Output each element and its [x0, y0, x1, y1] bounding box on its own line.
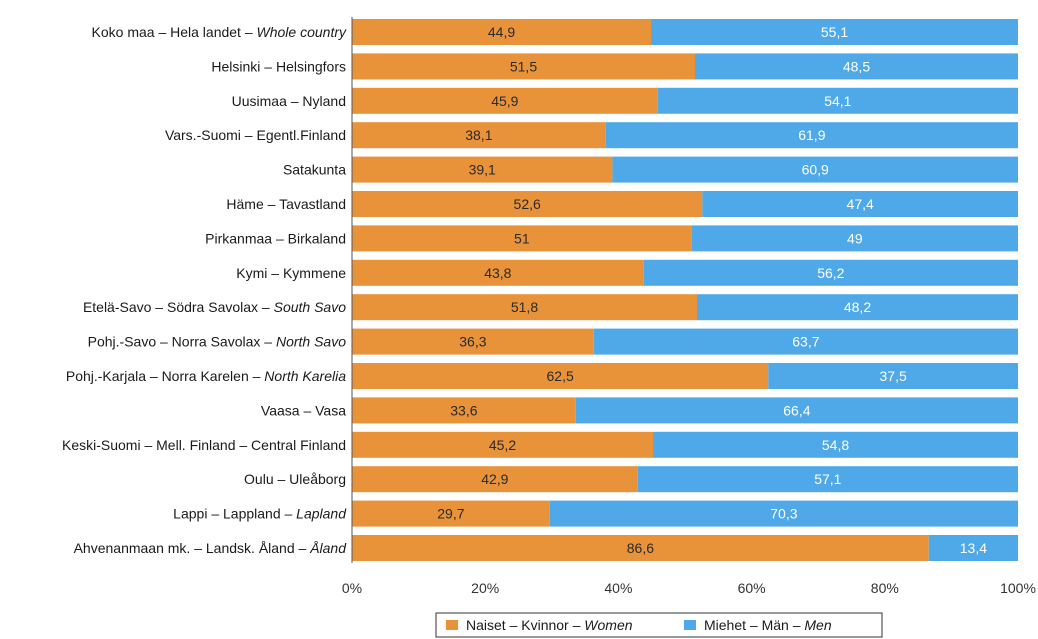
data-label-women: 44,9	[488, 24, 515, 40]
bar-women	[352, 328, 594, 355]
data-label-women: 52,6	[514, 196, 541, 212]
data-label-women: 45,2	[489, 437, 516, 453]
data-label-women: 45,9	[491, 93, 518, 109]
data-label-men: 47,4	[847, 196, 874, 212]
data-label-men: 57,1	[814, 471, 841, 487]
data-label-women: 36,3	[459, 334, 486, 350]
category-label: Ahvenanmaan mk. – Landsk. Åland – Åland	[74, 540, 348, 556]
data-label-women: 33,6	[450, 402, 477, 418]
data-label-men: 54,8	[822, 437, 849, 453]
bar-men	[612, 156, 1018, 183]
data-label-women: 51	[514, 230, 530, 246]
bar-women	[352, 156, 613, 183]
category-label: Kymi – Kymmene	[236, 265, 346, 281]
data-label-women: 42,9	[481, 471, 508, 487]
bar-men	[643, 259, 1018, 286]
category-label: Etelä-Savo – Södra Savolax – South Savo	[83, 299, 346, 315]
bar-men	[702, 191, 1018, 217]
data-label-women: 29,7	[437, 506, 464, 522]
x-tick-label: 60%	[738, 580, 766, 596]
data-label-men: 48,5	[843, 58, 870, 74]
category-label: Pohj.-Savo – Norra Savolax – North Savo	[88, 334, 347, 350]
data-label-men: 37,5	[880, 368, 907, 384]
legend-swatch-men	[684, 620, 696, 630]
data-label-women: 86,6	[627, 540, 654, 556]
legend-box	[435, 612, 883, 638]
bar-women	[352, 397, 576, 424]
bar-men	[696, 294, 1018, 321]
bar-women	[352, 225, 692, 252]
data-label-men: 56,2	[817, 265, 844, 281]
bar-men	[657, 87, 1018, 114]
bar-men	[593, 328, 1018, 355]
data-label-men: 63,7	[792, 334, 819, 350]
bar-men	[768, 363, 1018, 389]
bar-women	[352, 122, 606, 149]
category-label: Satakunta	[283, 162, 346, 178]
data-label-women: 43,8	[484, 265, 511, 281]
bar-women	[352, 191, 703, 217]
category-label: Helsinki – Helsingfors	[211, 58, 346, 74]
data-label-men: 48,2	[844, 299, 871, 315]
legend-label-men: Miehet – Män – Men	[704, 617, 832, 633]
category-label: Vars.-Suomi – Egentl.Finland	[165, 127, 346, 143]
category-label: Keski-Suomi – Mell. Finland – Central Fi…	[62, 437, 346, 453]
bar-men	[637, 466, 1018, 493]
bar-women	[352, 19, 652, 45]
bar-men	[694, 53, 1018, 80]
bar-men	[653, 431, 1018, 458]
bar-women	[352, 500, 550, 527]
bar-men	[605, 122, 1018, 149]
category-label: Lappi – Lappland – Lapland	[173, 506, 347, 522]
bar-women	[352, 259, 644, 286]
bar-women	[352, 431, 654, 458]
data-label-men: 60,9	[802, 162, 829, 178]
bar-women	[352, 466, 638, 493]
legend-swatch-women	[446, 620, 458, 630]
bar-men	[691, 225, 1018, 252]
bar-women	[352, 53, 695, 80]
bar-women	[352, 294, 697, 321]
x-tick-label: 0%	[342, 580, 362, 596]
category-label: Uusimaa – Nyland	[232, 93, 346, 109]
bar-men	[928, 535, 1018, 561]
bar-men	[575, 397, 1018, 424]
x-tick-label: 40%	[604, 580, 632, 596]
legend-label-women: Naiset – Kvinnor – Women	[466, 617, 633, 633]
category-label: Häme – Tavastland	[226, 196, 346, 212]
category-label: Pirkanmaa – Birkaland	[205, 230, 346, 246]
category-label: Pohj.-Karjala – Norra Karelen – North Ka…	[66, 368, 346, 384]
category-label: Oulu – Uleåborg	[244, 471, 346, 487]
bar-men	[549, 500, 1018, 527]
data-label-women: 38,1	[465, 127, 492, 143]
bar-women	[352, 87, 658, 114]
data-label-men: 49	[847, 230, 863, 246]
x-tick-label: 100%	[1000, 580, 1036, 596]
category-label: Vaasa – Vasa	[261, 402, 346, 418]
category-label: Koko maa – Hela landet – Whole country	[92, 24, 347, 40]
data-label-women: 39,1	[469, 162, 496, 178]
data-label-men: 54,1	[824, 93, 851, 109]
x-tick-label: 20%	[471, 580, 499, 596]
bar-women	[352, 535, 929, 561]
data-label-men: 61,9	[798, 127, 825, 143]
bar-women	[352, 363, 769, 389]
data-label-women: 51,8	[511, 299, 538, 315]
data-label-women: 62,5	[547, 368, 574, 384]
data-label-men: 55,1	[821, 24, 848, 40]
data-label-men: 13,4	[960, 540, 987, 556]
data-label-men: 66,4	[783, 402, 810, 418]
x-tick-label: 80%	[871, 580, 899, 596]
bar-men	[651, 19, 1018, 45]
data-label-women: 51,5	[510, 58, 537, 74]
data-label-men: 70,3	[770, 506, 797, 522]
